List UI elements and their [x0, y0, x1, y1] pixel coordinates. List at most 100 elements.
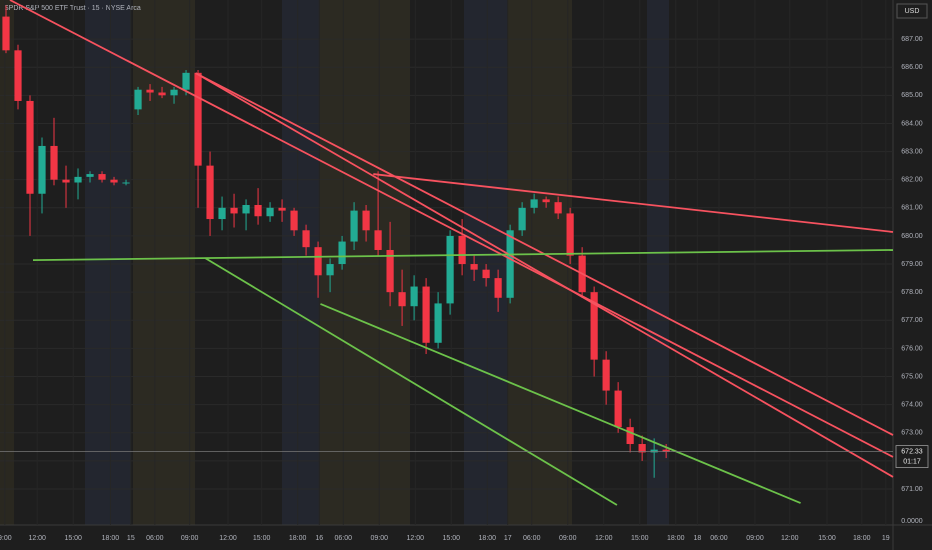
corner-label: 0.0000	[901, 518, 923, 525]
candle-body	[230, 207, 238, 214]
candle-body	[494, 278, 502, 298]
candle-body	[554, 202, 562, 214]
candle-body	[74, 176, 82, 183]
last-price-box	[895, 445, 929, 469]
band	[0, 0, 14, 525]
candle-body	[98, 174, 106, 180]
x-tick-label: 06:00	[523, 535, 541, 542]
candle-body	[218, 207, 226, 220]
candle-body	[386, 249, 394, 293]
x-tick-label: 06:00	[146, 535, 164, 542]
candle-body	[518, 207, 526, 231]
candle-body	[626, 427, 634, 445]
x-tick-label: 15:00	[443, 535, 461, 542]
session-bands	[0, 0, 669, 525]
trendline	[32, 249, 894, 262]
x-tick-label: 09:00	[371, 535, 389, 542]
candle-body	[530, 199, 538, 208]
candle-body	[410, 286, 418, 307]
candle-body	[14, 50, 22, 101]
x-tick-label: 12:00	[219, 535, 237, 542]
x-tick-label: 19	[882, 535, 890, 542]
y-tick-label: 671.00	[901, 486, 923, 493]
trendline	[204, 257, 618, 506]
candle-body	[470, 264, 478, 270]
candle-body	[110, 179, 118, 183]
candle-body	[434, 303, 442, 343]
y-tick-label: 679.00	[901, 261, 923, 268]
candle-body	[302, 230, 310, 248]
candle-body	[350, 210, 358, 242]
candle-body	[506, 230, 514, 298]
candle-body	[242, 204, 250, 214]
y-tick-label: 684.00	[901, 120, 923, 127]
candle-body	[398, 292, 406, 307]
band	[282, 0, 319, 525]
candle-body	[170, 89, 178, 96]
x-tick-label: 06:00	[335, 535, 353, 542]
candle-body	[182, 72, 190, 90]
candle-body	[374, 230, 382, 250]
x-tick-label: 9:00	[0, 535, 12, 542]
y-tick-label: 682.00	[901, 177, 923, 184]
y-tick-label: 685.00	[901, 92, 923, 99]
candle-body	[254, 204, 262, 217]
candle-body	[266, 207, 274, 217]
x-tick-label: 09:00	[559, 535, 577, 542]
currency[interactable]: USD	[905, 8, 920, 15]
candle-body	[290, 210, 298, 231]
x-tick-label: 12:00	[407, 535, 425, 542]
y-tick-label: 677.00	[901, 317, 923, 324]
candle-body	[86, 174, 94, 177]
x-tick-label: 18:00	[102, 535, 120, 542]
candle-body	[662, 449, 670, 452]
chart-title: SPDR S&P 500 ETF Trust · 15 · NYSE Arca	[4, 5, 141, 12]
x-tick-label: 15:00	[818, 535, 836, 542]
y-tick-label: 680.00	[901, 233, 923, 240]
trendline	[9, 0, 894, 458]
x-tick-label: 12:00	[781, 535, 799, 542]
x-tick-label: 09:00	[181, 535, 199, 542]
candle-body	[446, 235, 454, 304]
x-tick-label: 15:00	[64, 535, 82, 542]
countdown: 01:17	[903, 458, 921, 465]
candle-body	[50, 145, 58, 180]
candle-body	[2, 16, 10, 51]
candle-body	[278, 207, 286, 211]
y-tick-label: 686.00	[901, 64, 923, 71]
candle-body	[194, 72, 202, 166]
candle-body	[314, 247, 322, 276]
band	[464, 0, 507, 525]
candle-body	[602, 359, 610, 391]
x-tick-label: 18:00	[667, 535, 685, 542]
x-tick-label: 06:00	[710, 535, 728, 542]
x-tick-label: 15:00	[631, 535, 649, 542]
y-tick-label: 687.00	[901, 36, 923, 43]
x-tick-label: 09:00	[746, 535, 764, 542]
y-tick-label: 673.00	[901, 430, 923, 437]
candle-body	[158, 92, 166, 96]
candle-body	[590, 292, 598, 360]
x-tick-label: 18	[693, 535, 701, 542]
candle-body	[482, 269, 490, 279]
x-tick-label: 12:00	[28, 535, 46, 542]
x-tick-label: 18:00	[479, 535, 497, 542]
candle-body	[362, 210, 370, 231]
trendline	[195, 72, 894, 478]
last-price-label: 672.33	[901, 448, 923, 455]
candle-body	[26, 100, 34, 194]
x-tick-label: 18:00	[853, 535, 871, 542]
x-tick-label: 15:00	[253, 535, 271, 542]
y-tick-label: 675.00	[901, 373, 923, 380]
y-tick-label: 676.00	[901, 345, 923, 352]
y-tick-label: 674.00	[901, 401, 923, 408]
candle-body	[566, 213, 574, 256]
y-tick-label: 681.00	[901, 205, 923, 212]
candle-body	[638, 444, 646, 453]
currency-box	[896, 3, 928, 19]
candle-body	[614, 390, 622, 428]
candle-body	[458, 235, 466, 265]
y-tick-label: 683.00	[901, 148, 923, 155]
candle-body	[650, 449, 658, 453]
